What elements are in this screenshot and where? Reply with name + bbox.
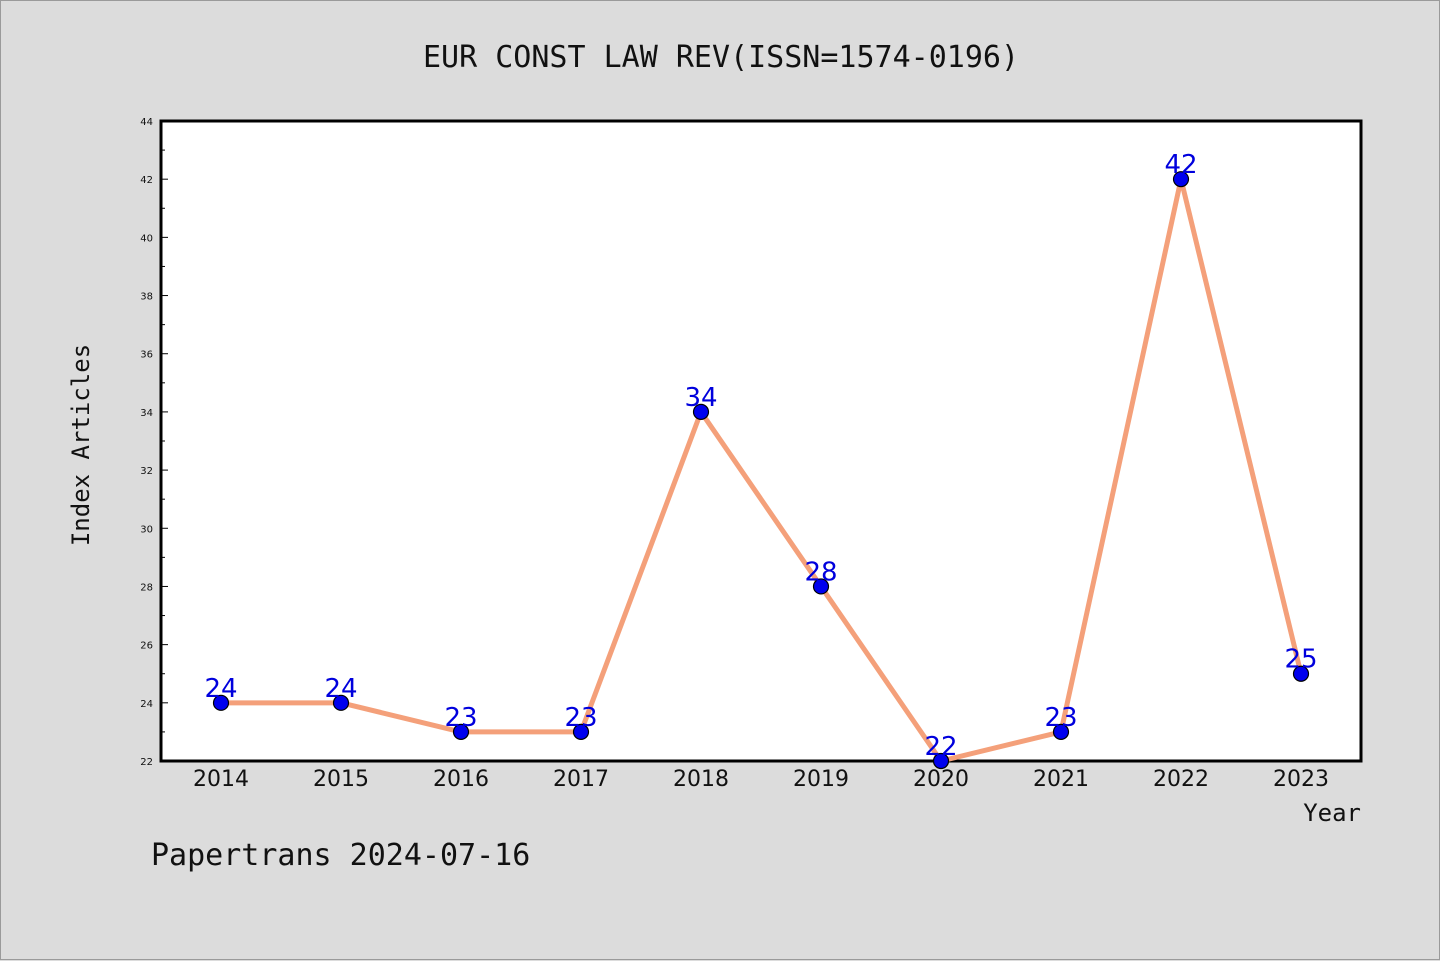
data-labels: 24 24 23 23 34 28 22 23 42 25 — [204, 150, 1317, 762]
x-tick-label: 2018 — [673, 767, 729, 792]
data-label: 42 — [1164, 150, 1197, 180]
y-tick-label: 22 — [140, 757, 153, 768]
series-line-group — [221, 176, 1304, 764]
data-label: 23 — [444, 703, 477, 733]
x-tick-label: 2022 — [1153, 767, 1209, 792]
x-tick-label: 2017 — [553, 767, 609, 792]
data-point — [932, 752, 950, 770]
y-axis: 22 24 26 28 30 32 34 36 38 40 42 44 — [140, 117, 168, 768]
y-axis-label: Index Articles — [67, 344, 95, 546]
data-label: 23 — [1044, 703, 1077, 733]
data-point — [812, 578, 830, 595]
x-tick-label: 2019 — [793, 767, 849, 792]
y-tick-label: 32 — [140, 466, 153, 477]
chart-title: EUR CONST LAW REV(ISSN=1574-0196) — [423, 40, 1019, 75]
y-tick-label: 24 — [140, 699, 153, 710]
y-tick-label: 30 — [140, 524, 153, 535]
series-line — [221, 176, 1304, 764]
data-label: 24 — [204, 674, 237, 704]
y-tick-label: 42 — [140, 175, 153, 186]
data-point — [572, 723, 590, 741]
x-tick-label: 2020 — [913, 767, 969, 792]
y-tick-label: 34 — [140, 408, 153, 419]
data-point — [332, 694, 350, 711]
plot-area — [159, 119, 1363, 763]
data-point — [692, 403, 710, 421]
data-point — [212, 694, 230, 711]
x-tick-label: 2021 — [1033, 767, 1089, 792]
data-label: 28 — [804, 557, 837, 587]
data-label: 34 — [684, 383, 717, 413]
data-label: 22 — [924, 732, 957, 762]
x-tick-label: 2015 — [313, 767, 369, 792]
data-points — [212, 171, 1310, 770]
x-tick-label: 2023 — [1273, 767, 1329, 792]
y-tick-label: 40 — [140, 233, 153, 244]
y-tick-label: 36 — [140, 350, 153, 361]
data-label: 23 — [564, 703, 597, 733]
x-tick-label: 2014 — [193, 767, 249, 792]
y-tick-label: 44 — [140, 117, 153, 128]
data-point — [452, 723, 470, 741]
x-axis-label: Year — [1303, 799, 1361, 827]
footer-text: Papertrans 2024-07-16 — [151, 838, 530, 873]
data-label: 24 — [324, 674, 357, 704]
data-label: 25 — [1284, 645, 1317, 675]
data-point — [1172, 171, 1190, 188]
x-tick-label: 2016 — [433, 767, 489, 792]
data-point — [1292, 665, 1310, 682]
y-tick-label: 38 — [140, 292, 153, 303]
data-point — [1052, 723, 1070, 741]
y-tick-label: 26 — [140, 641, 153, 652]
y-tick-label: 28 — [140, 582, 153, 593]
x-axis: 2014 2015 2016 2017 2018 2019 2020 2021 2022 2023 — [193, 767, 1329, 792]
